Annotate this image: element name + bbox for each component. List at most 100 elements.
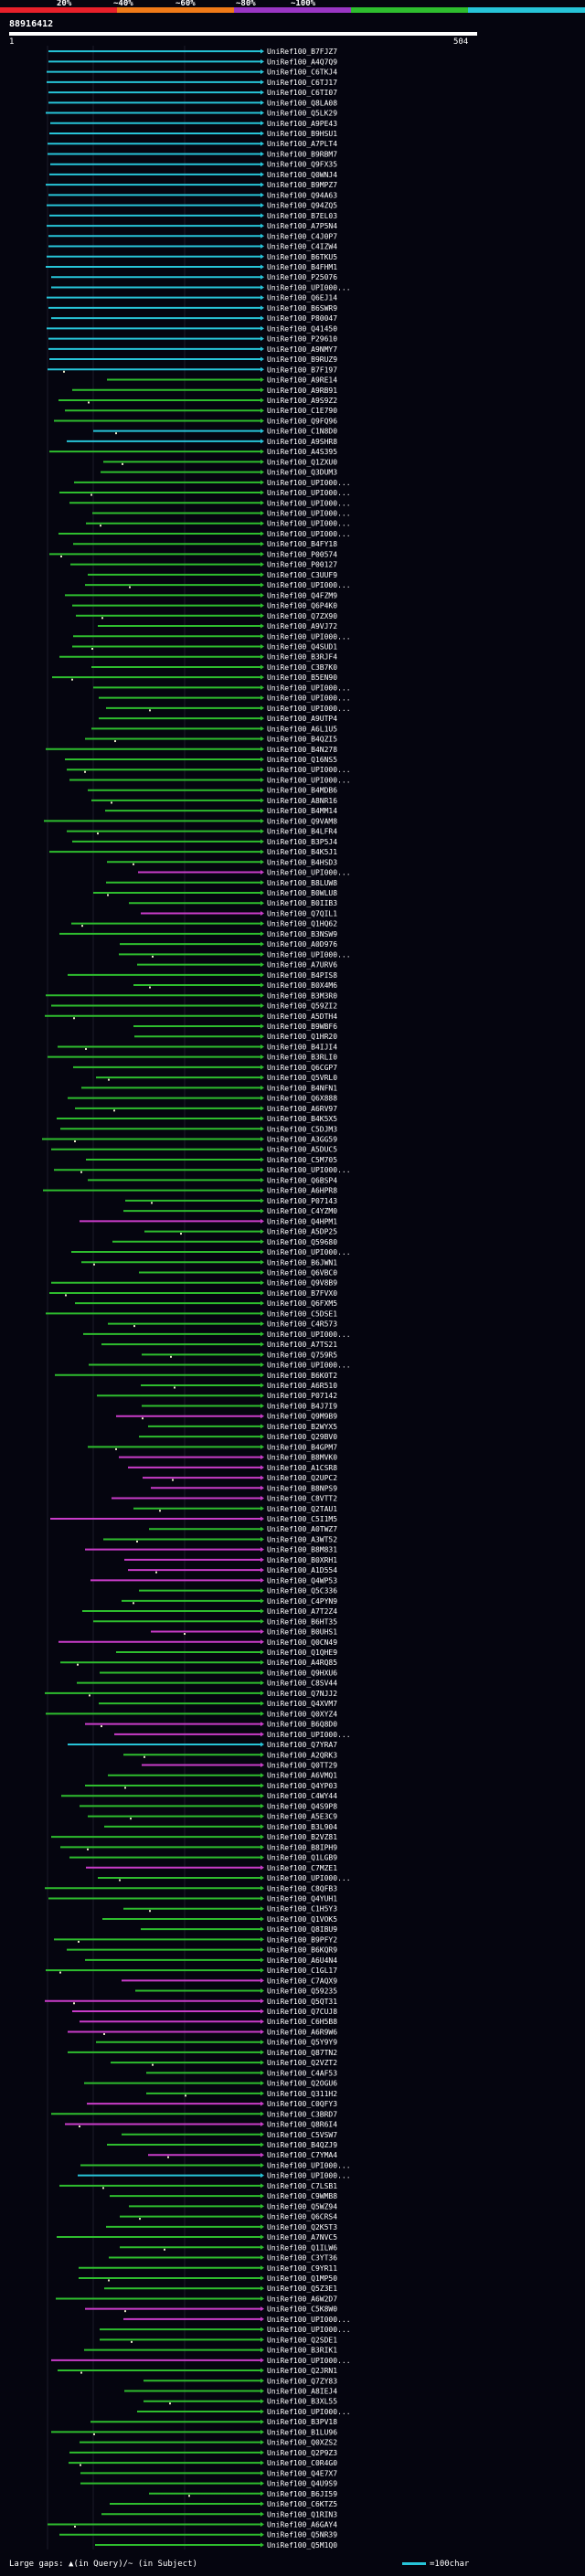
hit-label[interactable]: UniRef100_A0TWZ7 [267, 1525, 337, 1533]
hit-label[interactable]: UniRef100_B9HSU1 [267, 130, 337, 138]
hit-label[interactable]: UniRef100_A7PLT4 [267, 140, 337, 148]
hit-label[interactable]: UniRef100_Q0XZS2 [267, 2439, 337, 2447]
hit-label[interactable]: UniRef100_Q2SDE1 [267, 2336, 337, 2344]
hit-label[interactable]: UniRef100_Q759R5 [267, 1351, 337, 1359]
hit-label[interactable]: UniRef100_Q6BSP4 [267, 1176, 337, 1184]
hit-label[interactable]: UniRef100_B4QZI5 [267, 736, 337, 744]
hit-label[interactable]: UniRef100_B6Q8D0 [267, 1721, 337, 1729]
hit-label[interactable]: UniRef100_A4RQ85 [267, 1659, 337, 1667]
hit-label[interactable]: UniRef100_A9RB91 [267, 387, 337, 395]
hit-label[interactable]: UniRef100_Q4SUD1 [267, 642, 337, 651]
hit-label[interactable]: UniRef100_C8QFB3 [267, 1884, 337, 1892]
hit-label[interactable]: UniRef100_C3YT36 [267, 2254, 337, 2263]
hit-label[interactable]: UniRef100_Q311H2 [267, 2090, 337, 2098]
hit-label[interactable]: UniRef100_Q7ZX90 [267, 612, 337, 620]
hit-label[interactable]: UniRef100_UPI000... [267, 2408, 351, 2416]
hit-label[interactable]: UniRef100_Q9FQ96 [267, 417, 337, 425]
hit-label[interactable]: UniRef100_A7T2Z4 [267, 1607, 337, 1616]
hit-label[interactable]: UniRef100_UPI000... [267, 1330, 351, 1339]
hit-label[interactable]: UniRef100_A7NVC5 [267, 2233, 337, 2242]
hit-label[interactable]: UniRef100_P25076 [267, 273, 337, 281]
hit-label[interactable]: UniRef100_B7EL03 [267, 212, 337, 220]
hit-label[interactable]: UniRef100_B7F197 [267, 366, 337, 374]
hit-label[interactable]: UniRef100_B4MM14 [267, 807, 337, 815]
hit-label[interactable]: UniRef100_P00574 [267, 550, 337, 558]
hit-label[interactable]: UniRef100_B4HSD3 [267, 858, 337, 866]
hit-label[interactable]: UniRef100_A4Q7Q9 [267, 58, 337, 66]
hit-label[interactable]: UniRef100_UPI000... [267, 499, 351, 507]
hit-label[interactable]: UniRef100_UPI000... [267, 1248, 351, 1256]
hit-label[interactable]: UniRef100_Q5Y9Y9 [267, 2039, 337, 2047]
hit-label[interactable]: UniRef100_B0UHS1 [267, 1628, 337, 1637]
hit-label[interactable]: UniRef100_B4K5J1 [267, 848, 337, 856]
hit-label[interactable]: UniRef100_UPI000... [267, 684, 351, 692]
hit-label[interactable]: UniRef100_C5K8W0 [267, 2306, 337, 2314]
hit-label[interactable]: UniRef100_B4N278 [267, 746, 337, 754]
hit-label[interactable]: UniRef100_B4FHM1 [267, 263, 337, 271]
hit-label[interactable]: UniRef100_C6TJ17 [267, 79, 337, 87]
hit-label[interactable]: UniRef100_Q8IBU9 [267, 1925, 337, 1934]
hit-label[interactable]: UniRef100_UPI000... [267, 489, 351, 497]
hit-label[interactable]: UniRef100_B4MDB6 [267, 787, 337, 795]
hit-label[interactable]: UniRef100_Q3DUM3 [267, 469, 337, 477]
hit-label[interactable]: UniRef100_C1H5Y3 [267, 1905, 337, 1913]
hit-label[interactable]: UniRef100_B3NSW9 [267, 930, 337, 938]
hit-label[interactable]: UniRef100_Q5Z3E1 [267, 2284, 337, 2293]
hit-label[interactable]: UniRef100_A5DP25 [267, 1228, 337, 1236]
hit-label[interactable]: UniRef100_Q1LGB9 [267, 1854, 337, 1862]
hit-label[interactable]: UniRef100_Q9HXU6 [267, 1669, 337, 1677]
hit-label[interactable]: UniRef100_C1E790 [267, 407, 337, 415]
hit-label[interactable]: UniRef100_Q0XYZ4 [267, 1710, 337, 1718]
hit-label[interactable]: UniRef100_Q9VAM8 [267, 817, 337, 825]
hit-label[interactable]: UniRef100_Q59235 [267, 1988, 337, 1996]
hit-label[interactable]: UniRef100_C9WMB8 [267, 2192, 337, 2200]
hit-label[interactable]: UniRef100_Q4YP03 [267, 1782, 337, 1790]
hit-label[interactable]: UniRef100_UPI000... [267, 2357, 351, 2365]
hit-label[interactable]: UniRef100_A3WT52 [267, 1535, 337, 1543]
hit-label[interactable]: UniRef100_UPI000... [267, 1874, 351, 1882]
hit-label[interactable]: UniRef100_C9YR11 [267, 2264, 337, 2273]
hit-label[interactable]: UniRef100_Q6VBC0 [267, 1268, 337, 1277]
hit-label[interactable]: UniRef100_P80047 [267, 314, 337, 323]
hit-label[interactable]: UniRef100_A9RE14 [267, 376, 337, 385]
hit-label[interactable]: UniRef100_Q5QT31 [267, 1998, 337, 2006]
hit-label[interactable]: UniRef100_C7LSB1 [267, 2182, 337, 2190]
hit-label[interactable]: UniRef100_C0R4G0 [267, 2459, 337, 2467]
hit-label[interactable]: UniRef100_B6TKU5 [267, 253, 337, 261]
hit-label[interactable]: UniRef100_Q5VRL0 [267, 1074, 337, 1082]
hit-label[interactable]: UniRef100_B2WYX5 [267, 1423, 337, 1431]
hit-label[interactable]: UniRef100_Q1HQ62 [267, 920, 337, 928]
hit-label[interactable]: UniRef100_A6W2D7 [267, 2295, 337, 2303]
hit-label[interactable]: UniRef100_UPI000... [267, 520, 351, 528]
hit-label[interactable]: UniRef100_Q7ZY83 [267, 2377, 337, 2385]
hit-label[interactable]: UniRef100_C8VTT2 [267, 1495, 337, 1503]
hit-label[interactable]: UniRef100_UPI000... [267, 2172, 351, 2180]
hit-label[interactable]: UniRef100_Q8R6I4 [267, 2121, 337, 2129]
hit-label[interactable]: UniRef100_B3RJF4 [267, 653, 337, 662]
hit-label[interactable]: UniRef100_Q2UPC2 [267, 1474, 337, 1482]
hit-label[interactable]: UniRef100_A8NR16 [267, 797, 337, 805]
hit-label[interactable]: UniRef100_Q6FXM5 [267, 1299, 337, 1308]
hit-label[interactable]: UniRef100_C0QFY3 [267, 2100, 337, 2108]
hit-label[interactable]: UniRef100_C4R573 [267, 1320, 337, 1329]
hit-label[interactable]: UniRef100_B0XRH1 [267, 1556, 337, 1564]
hit-label[interactable]: UniRef100_B0WLU8 [267, 889, 337, 897]
hit-label[interactable]: UniRef100_A9UTP4 [267, 715, 337, 723]
hit-label[interactable]: UniRef100_Q2K5T3 [267, 2223, 337, 2231]
hit-label[interactable]: UniRef100_B8MVK0 [267, 1454, 337, 1462]
hit-label[interactable]: UniRef100_A7P5N4 [267, 222, 337, 230]
hit-label[interactable]: UniRef100_B3P5J4 [267, 838, 337, 846]
hit-label[interactable]: UniRef100_C1N8D0 [267, 428, 337, 436]
hit-label[interactable]: UniRef100_Q4E7X7 [267, 2469, 337, 2477]
hit-label[interactable]: UniRef100_B7FVX0 [267, 1289, 337, 1298]
hit-label[interactable]: UniRef100_B4LFR4 [267, 828, 337, 836]
hit-label[interactable]: UniRef100_C4J0P7 [267, 232, 337, 240]
hit-label[interactable]: UniRef100_B6SWR9 [267, 304, 337, 313]
hit-label[interactable]: UniRef100_B6JI59 [267, 2490, 337, 2498]
hit-label[interactable]: UniRef100_Q4WP53 [267, 1576, 337, 1585]
hit-label[interactable]: UniRef100_UPI000... [267, 869, 351, 877]
hit-label[interactable]: UniRef100_C3B7K0 [267, 663, 337, 672]
hit-label[interactable]: UniRef100_C5M705 [267, 1156, 337, 1164]
hit-label[interactable]: UniRef100_A9SHR8 [267, 438, 337, 446]
hit-label[interactable]: UniRef100_P07143 [267, 1197, 337, 1205]
